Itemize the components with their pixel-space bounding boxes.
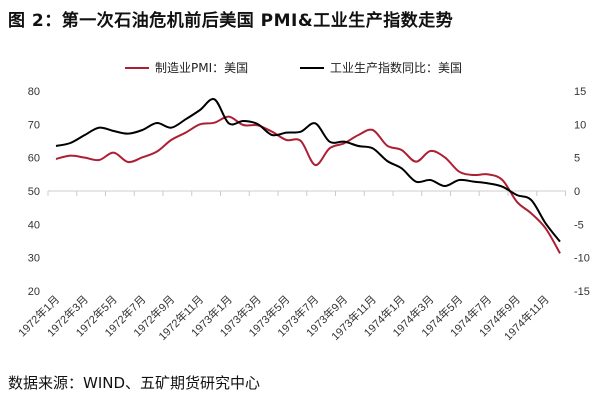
- pmi-series-line: [55, 115, 561, 254]
- right-axis-tick-label: -15: [574, 286, 590, 298]
- chart-title: 图 2：第一次石油危机前后美国 PMI&工业生产指数走势: [8, 11, 454, 31]
- right-axis-tick-label: 0: [574, 186, 580, 198]
- right-axis-tick-label: 5: [574, 153, 580, 165]
- left-axis-tick-label: 80: [28, 86, 40, 98]
- legend-label: 工业生产指数同比：美国: [330, 60, 462, 75]
- left-axis-tick-label: 50: [28, 186, 40, 198]
- left-axis-tick-label: 20: [28, 286, 40, 298]
- right-axis-tick-label: -5: [574, 219, 584, 231]
- left-axis-tick-label: 30: [28, 253, 40, 265]
- right-axis-tick-label: 10: [574, 119, 586, 131]
- left-axis-tick-label: 60: [28, 153, 40, 165]
- industrial-production-series-line: [55, 98, 561, 243]
- left-axis-tick-label: 70: [28, 119, 40, 131]
- right-axis-tick-label: -10: [574, 253, 590, 265]
- right-axis-tick-label: 15: [574, 86, 586, 98]
- data-source: 数据来源：WIND、五矿期货研究中心: [8, 374, 261, 392]
- left-axis-tick-label: 40: [28, 219, 40, 231]
- legend-label: 制造业PMI：美国: [155, 61, 248, 75]
